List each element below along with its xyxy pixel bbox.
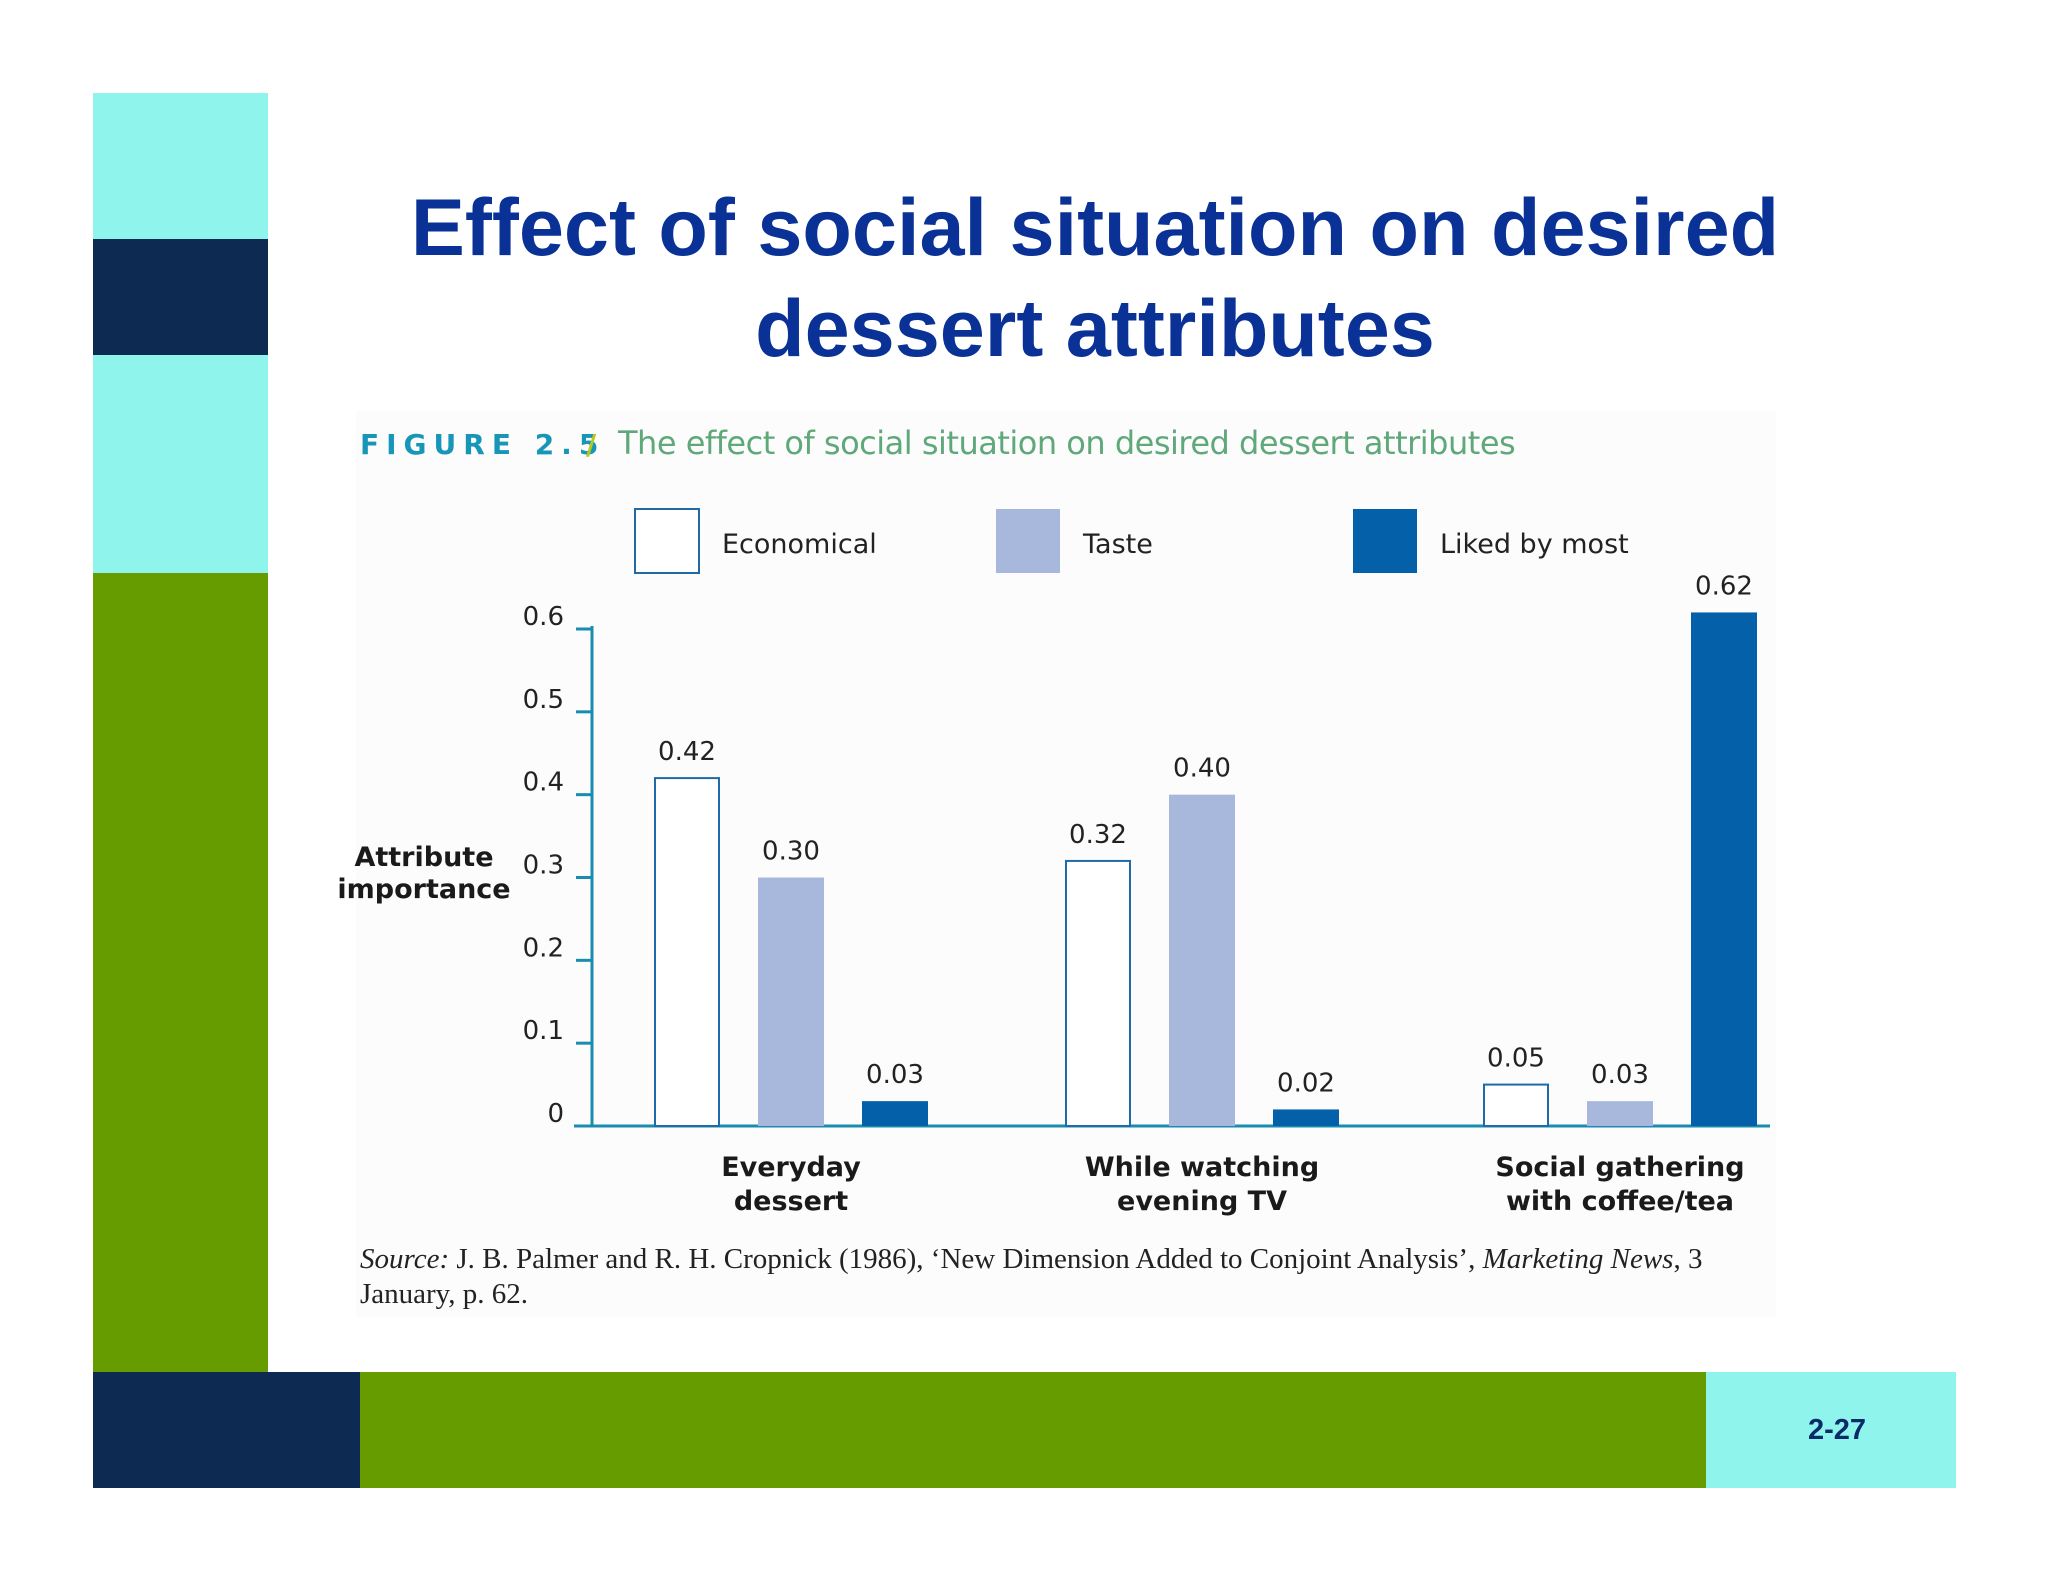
- figure-panel: [356, 410, 1776, 1318]
- slide-number: 2-27: [1807, 1414, 1867, 1446]
- figure-separator: /: [586, 428, 597, 461]
- decor-navy-left: [93, 239, 268, 355]
- source-prefix: Source:: [360, 1243, 450, 1275]
- decor-cyan-bottom: [1706, 1372, 1956, 1488]
- decor-navy-bottom: [93, 1372, 360, 1488]
- source-citation: Source: J. B. Palmer and R. H. Cropnick …: [360, 1242, 1740, 1312]
- decor-cyan-top: [93, 93, 268, 239]
- decor-cyan-mid: [93, 355, 268, 573]
- figure-caption: The effect of social situation on desire…: [618, 424, 1516, 462]
- decor-green-bottom: [360, 1372, 1706, 1488]
- slide-title: Effect of social situation on desired de…: [410, 183, 1780, 374]
- source-suffix: , 3 January, p. 62.: [360, 1243, 1703, 1310]
- source-text: J. B. Palmer and R. H. Cropnick (1986), …: [449, 1243, 1483, 1275]
- decor-green-left: [93, 573, 268, 1373]
- source-journal: Marketing News: [1482, 1243, 1674, 1275]
- figure-label: FIGURE 2.5: [360, 428, 606, 461]
